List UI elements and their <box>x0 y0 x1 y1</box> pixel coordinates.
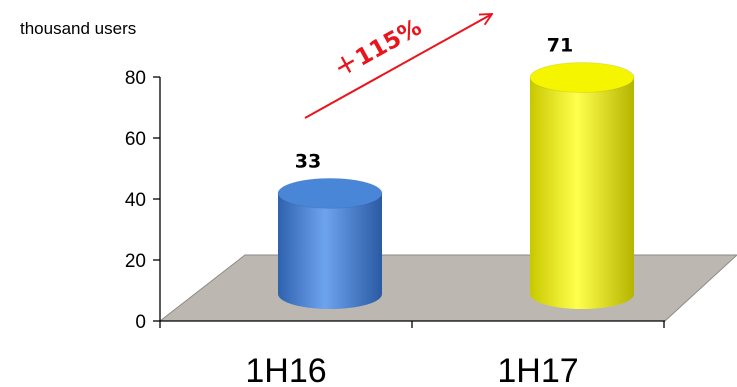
x-tick-label: 1H17 <box>497 352 578 387</box>
y-tick-label: 80 <box>125 68 146 89</box>
growth-annotation: + 115% <box>304 9 492 119</box>
bar-top <box>529 61 635 93</box>
data-labels: 33 71 <box>295 34 573 172</box>
y-tick-label: 60 <box>125 129 146 150</box>
bar-cylinder <box>277 177 383 309</box>
data-label: 33 <box>295 150 321 172</box>
bar-cylinder <box>529 61 635 309</box>
data-label: 71 <box>547 34 573 56</box>
bar <box>530 77 634 309</box>
growth-arrow <box>304 14 492 119</box>
y-tick-label: 0 <box>135 312 146 333</box>
y-tick-label: 20 <box>125 251 146 272</box>
bar <box>278 193 382 309</box>
bar-top <box>277 177 383 209</box>
unit-label: thousand users <box>20 19 136 38</box>
x-tick-label: 1H16 <box>245 352 326 387</box>
y-axis-ticks: 0 20 40 60 80 <box>125 68 160 333</box>
chart-floor <box>158 254 737 322</box>
growth-percentage: 115% <box>351 14 426 71</box>
x-axis-ticks: 1H16 1H17 <box>159 321 665 387</box>
y-tick-label: 40 <box>125 190 146 211</box>
bars <box>277 61 635 309</box>
